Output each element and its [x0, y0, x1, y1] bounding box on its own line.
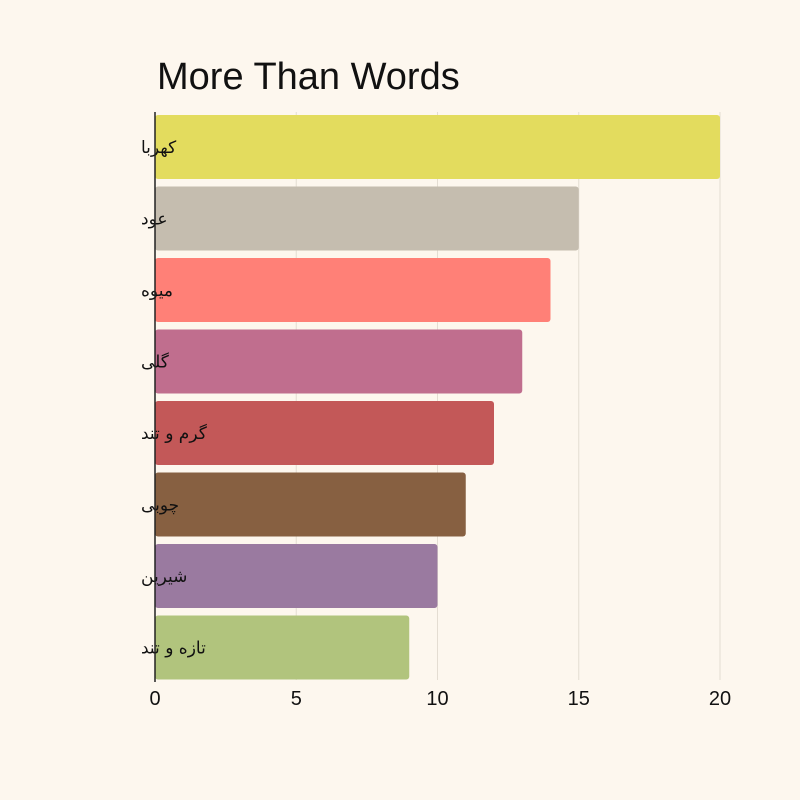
x-tick-label: 0 [149, 688, 160, 710]
bar [155, 615, 410, 680]
x-tick-label: 10 [426, 688, 448, 710]
category-label: گرم و تند [141, 423, 208, 444]
category-label: کهربا [141, 138, 177, 158]
category-label: تازه و تند [141, 639, 206, 659]
bar [155, 115, 720, 179]
bar [155, 329, 523, 394]
bar [155, 401, 494, 465]
bar [155, 544, 438, 608]
category-label: چوبی [141, 496, 179, 516]
bars [155, 115, 720, 680]
chart-title: More Than Words [157, 56, 460, 98]
x-tick-label: 5 [291, 688, 302, 710]
x-axis-ticks: 0 5 10 15 20 [149, 688, 731, 710]
bar [155, 186, 579, 251]
x-tick-label: 20 [709, 688, 731, 710]
bar [155, 258, 551, 322]
category-label: شیرین [141, 567, 187, 587]
x-tick-label: 15 [568, 688, 590, 710]
bar [155, 472, 466, 537]
category-label: میوه [141, 281, 173, 301]
